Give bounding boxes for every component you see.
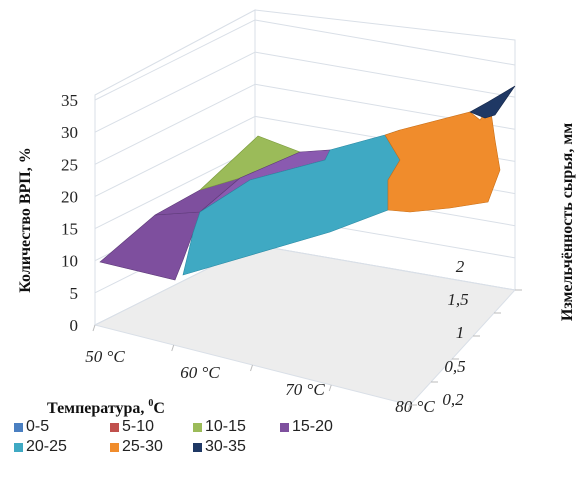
gridline	[94, 115, 256, 197]
legend-swatch	[110, 422, 119, 432]
x-tick-label: 60 °C	[180, 363, 220, 382]
legend-swatch	[193, 442, 202, 452]
legend-label: 5-10	[122, 418, 155, 435]
legend-item: 5-10	[110, 418, 154, 436]
value-axis: 0 5 10 15 20 25 30 35	[61, 91, 78, 335]
depth-tick-label: 1,5	[447, 290, 468, 309]
x-tick-mark	[171, 344, 175, 352]
gridline	[94, 148, 256, 230]
legend-swatch	[110, 442, 119, 452]
legend-label: 0-5	[26, 418, 50, 435]
gridline	[254, 244, 516, 291]
x-axis-title-sup: 0	[148, 398, 153, 409]
legend-item: 0-5	[14, 418, 49, 436]
gridline	[94, 83, 256, 165]
depth-tick-label: 0,2	[442, 390, 464, 409]
x-axis: 50 °C 60 °C 70 °C 80 °C	[85, 324, 435, 416]
x-axis-title-main: Температура,	[47, 400, 148, 417]
legend-swatch	[280, 422, 289, 432]
legend-label: 20-25	[26, 438, 67, 455]
legend-item: 15-20	[280, 418, 333, 436]
depth-axis-title: Измельчённость сырья, мм	[559, 123, 576, 321]
depth-tick-label: 2	[456, 257, 465, 276]
surface-patch-25-30	[384, 104, 501, 213]
x-tick-mark	[92, 324, 96, 332]
legend-label: 10-15	[205, 418, 246, 435]
gridline	[254, 19, 516, 66]
surface-patch-30-35	[469, 85, 516, 119]
legend-label: 25-30	[122, 438, 163, 455]
gridline	[94, 19, 256, 101]
legend-item: 30-35	[193, 438, 246, 456]
depth-axis: 0,2 0,5 1 1,5 2	[410, 257, 522, 409]
x-tick-mark	[328, 384, 332, 392]
value-tick-label: 0	[70, 316, 79, 335]
legend-item: 20-25	[14, 438, 67, 456]
gridline	[254, 51, 516, 98]
legend-swatch	[193, 422, 202, 432]
value-tick-label: 25	[61, 155, 78, 174]
x-axis-title: Температура, 0C	[47, 398, 165, 417]
x-tick-label: 80 °C	[395, 397, 435, 416]
x-axis-title-unit: C	[153, 400, 165, 417]
value-tick-label: 30	[61, 123, 78, 142]
depth-tick-label: 0,5	[444, 357, 465, 376]
legend-swatch	[14, 442, 23, 452]
gridline	[94, 51, 256, 133]
x-tick-mark	[250, 364, 253, 372]
value-tick-label: 5	[70, 284, 79, 303]
legend-item: 25-30	[110, 438, 163, 456]
x-tick-label: 50 °C	[85, 347, 125, 366]
depth-tick-label: 1	[456, 323, 465, 342]
legend-swatch	[14, 422, 23, 432]
legend-item: 10-15	[193, 418, 246, 436]
x-tick-label: 70 °C	[285, 380, 325, 399]
value-tick-label: 10	[61, 252, 78, 271]
surface	[99, 85, 516, 281]
value-tick-label: 20	[61, 187, 78, 206]
value-tick-label: 35	[61, 91, 78, 110]
y-axis-title: Количество ВРП, %	[17, 147, 34, 293]
x-tick-mark	[407, 404, 411, 412]
legend-label: 15-20	[292, 418, 333, 435]
legend-label: 30-35	[205, 438, 246, 455]
value-tick-label: 15	[61, 220, 78, 239]
